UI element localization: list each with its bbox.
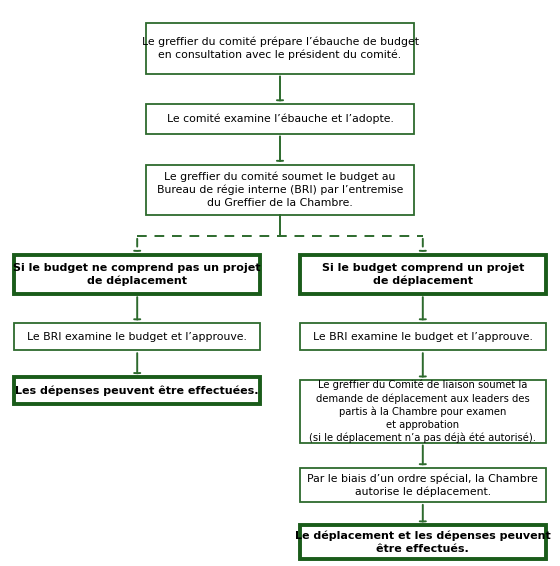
FancyBboxPatch shape [14, 323, 260, 350]
FancyBboxPatch shape [300, 255, 546, 294]
Text: Si le budget ne comprend pas un projet
de déplacement: Si le budget ne comprend pas un projet d… [13, 263, 261, 286]
Text: Par le biais d’un ordre spécial, la Chambre
autorise le déplacement.: Par le biais d’un ordre spécial, la Cham… [307, 473, 538, 497]
Text: Le greffier du comité soumet le budget au
Bureau de régie interne (BRI) par l’en: Le greffier du comité soumet le budget a… [157, 171, 403, 208]
FancyBboxPatch shape [300, 525, 546, 559]
FancyBboxPatch shape [300, 380, 546, 443]
FancyBboxPatch shape [300, 323, 546, 350]
Text: Le greffier du Comité de liaison soumet la
demande de déplacement aux leaders de: Le greffier du Comité de liaison soumet … [309, 380, 536, 443]
Text: Si le budget comprend un projet
de déplacement: Si le budget comprend un projet de dépla… [321, 263, 524, 286]
Text: Le greffier du comité prépare l’ébauche de budget
en consultation avec le présid: Le greffier du comité prépare l’ébauche … [142, 36, 418, 60]
Text: Le comité examine l’ébauche et l’adopte.: Le comité examine l’ébauche et l’adopte. [166, 114, 394, 124]
FancyBboxPatch shape [146, 104, 414, 134]
FancyBboxPatch shape [146, 165, 414, 215]
FancyBboxPatch shape [146, 23, 414, 74]
FancyBboxPatch shape [14, 377, 260, 404]
FancyBboxPatch shape [300, 468, 546, 502]
Text: Le BRI examine le budget et l’approuve.: Le BRI examine le budget et l’approuve. [313, 332, 533, 342]
Text: Le déplacement et les dépenses peuvent
être effectués.: Le déplacement et les dépenses peuvent ê… [295, 530, 550, 554]
FancyBboxPatch shape [14, 255, 260, 294]
Text: Les dépenses peuvent être effectuées.: Les dépenses peuvent être effectuées. [16, 385, 259, 396]
Text: Le BRI examine le budget et l’approuve.: Le BRI examine le budget et l’approuve. [27, 332, 247, 342]
